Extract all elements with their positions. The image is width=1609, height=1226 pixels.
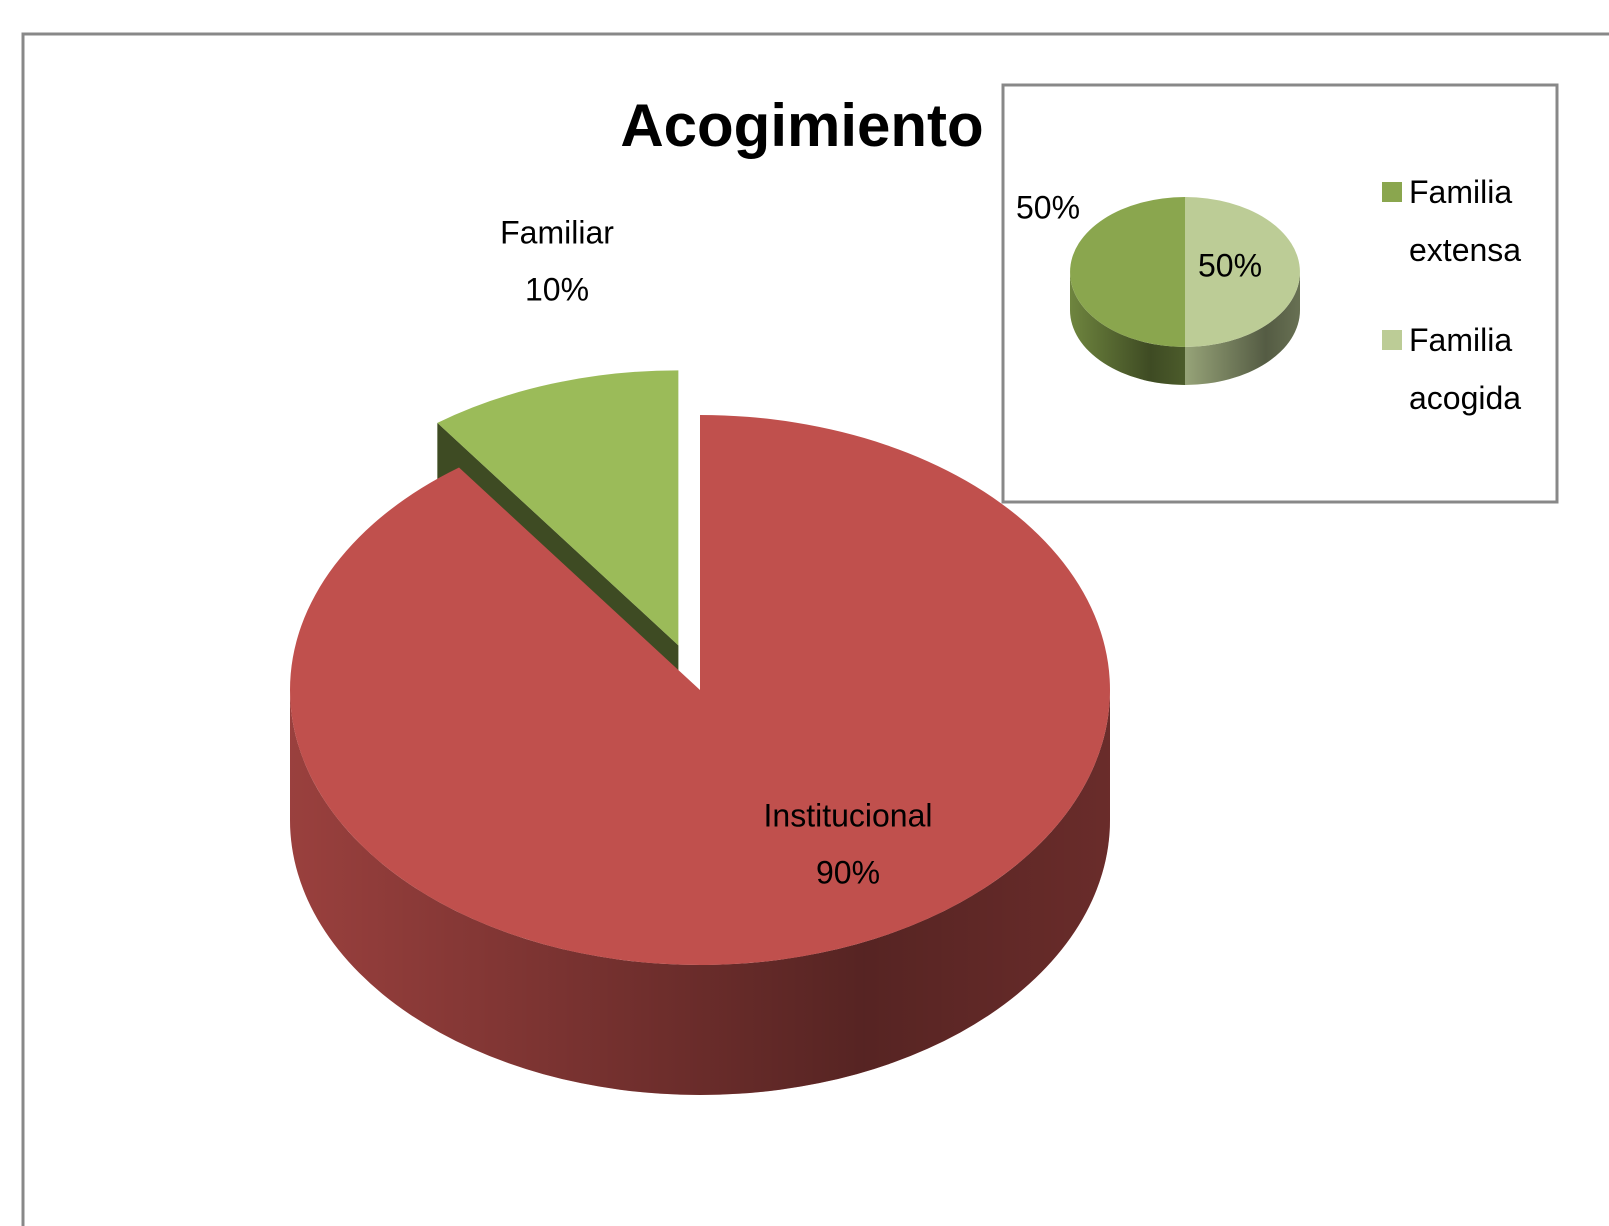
legend-label: Familia acogida — [1409, 322, 1522, 416]
slice-value-label: 10% — [525, 271, 589, 307]
slice — [290, 415, 1111, 965]
slice — [1185, 197, 1300, 347]
slice-side-shade — [1070, 272, 1185, 385]
slice-value-label: 90% — [816, 854, 880, 890]
slice-side-shade — [290, 690, 1110, 1095]
slice-category-label: Familiar — [500, 214, 614, 250]
legend-label: Familia extensa — [1409, 174, 1522, 268]
slice-category-label: Institucional — [764, 797, 933, 833]
legend-swatch — [1382, 182, 1402, 202]
slice-side-shade — [1185, 272, 1300, 385]
chart-title: Acogimiento — [620, 92, 983, 159]
slice — [1070, 197, 1185, 347]
slice — [437, 370, 679, 646]
slice-value-label: 50% — [1198, 247, 1262, 283]
legend-swatch — [1382, 330, 1402, 350]
slice-value-label: 50% — [1016, 189, 1080, 225]
